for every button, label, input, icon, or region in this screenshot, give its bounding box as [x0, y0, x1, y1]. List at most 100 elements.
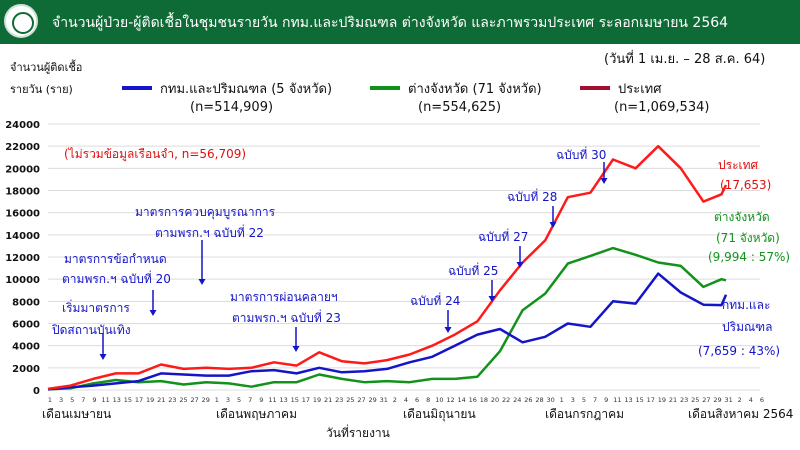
end-label-bangkok-2: ปริมณฑล — [722, 320, 773, 334]
month-label-june: เดือนมิถุนายน — [403, 407, 476, 421]
y-tick-label: 4000 — [12, 342, 40, 353]
arrow-head-icon — [292, 346, 300, 352]
annotation-decree-25: ฉบับที่ 25 — [448, 264, 499, 278]
x-tick-label: 29 — [368, 396, 376, 404]
annotation-entertainment-line2: ปิดสถานบันเทิง — [52, 323, 131, 337]
x-tick-label: 4 — [404, 396, 408, 404]
x-tick-label: 1 — [48, 396, 52, 404]
legend-n-provinces: (n=554,625) — [418, 100, 502, 115]
x-tick-label: 23 — [335, 396, 343, 404]
month-label-august: เดือนสิงหาคม 2564 — [688, 407, 794, 421]
x-tick-label: 19 — [146, 396, 154, 404]
end-value-country: (17,653) — [720, 178, 772, 192]
y-tick-label: 2000 — [12, 364, 40, 375]
end-value-bangkok: (7,659 : 43%) — [698, 344, 781, 358]
x-tick-label: 13 — [624, 396, 632, 404]
end-value-provinces: (9,994 : 57%) — [708, 250, 791, 264]
x-tick-label: 25 — [691, 396, 699, 404]
x-tick-label: 21 — [669, 396, 677, 404]
x-tick-label: 7 — [248, 396, 252, 404]
annotation-decree-23-line2: ตามพรก.ฯ ฉบับที่ 23 — [232, 311, 341, 325]
x-tick-label: 23 — [168, 396, 176, 404]
series-line-provinces — [47, 246, 727, 391]
annotation-entertainment-line1: เริ่มมาตรการ — [62, 301, 130, 315]
x-tick-label: 17 — [135, 396, 143, 404]
annotation-decree-23-line1: มาตรการผ่อนคลายฯ — [230, 290, 338, 304]
x-tick-label: 16 — [469, 396, 477, 404]
month-label-may: เดือนพฤษภาคม — [216, 407, 297, 421]
x-tick-label: 9 — [604, 396, 608, 404]
annotation-decree-28: ฉบับที่ 28 — [507, 190, 558, 204]
y-tick-label: 16000 — [5, 209, 40, 220]
x-tick-label: 21 — [324, 396, 332, 404]
x-tick-label: 4 — [749, 396, 753, 404]
arrow-head-icon — [149, 310, 157, 316]
legend-label-country: ประเทศ — [618, 82, 662, 97]
series-line-bangkok — [47, 272, 728, 391]
annotation-decree-22-line2: ตามพรก.ฯ ฉบับที่ 22 — [155, 226, 264, 240]
x-tick-label: 2 — [393, 396, 397, 404]
annotation-decree-24: ฉบับที่ 24 — [410, 294, 461, 308]
end-label-provinces-2: (71 จังหวัด) — [716, 231, 780, 245]
x-tick-label: 25 — [179, 396, 187, 404]
x-tick-label: 13 — [279, 396, 287, 404]
arrow-head-icon — [488, 296, 496, 302]
x-tick-label: 15 — [635, 396, 643, 404]
x-tick-label: 28 — [535, 396, 543, 404]
x-tick-label: 14 — [457, 396, 465, 404]
x-tick-label: 15 — [291, 396, 299, 404]
x-tick-label: 30 — [546, 396, 554, 404]
x-tick-label: 17 — [647, 396, 655, 404]
x-tick-label: 3 — [571, 396, 575, 404]
x-tick-label: 5 — [582, 396, 586, 404]
annotation-decree-27: ฉบับที่ 27 — [478, 230, 529, 244]
x-tick-label: 10 — [435, 396, 443, 404]
x-tick-label: 3 — [59, 396, 63, 404]
x-tick-label: 3 — [226, 396, 230, 404]
x-tick-label: 13 — [113, 396, 121, 404]
x-tick-label: 25 — [346, 396, 354, 404]
x-axis-label: วันที่รายงาน — [326, 426, 390, 440]
x-tick-label: 29 — [713, 396, 721, 404]
ministry-logo — [4, 4, 38, 38]
end-label-bangkok-1: กทม.และ — [722, 298, 771, 312]
x-tick-label: 17 — [302, 396, 310, 404]
x-tick-label: 7 — [593, 396, 597, 404]
x-tick-label: 29 — [202, 396, 210, 404]
legend-n-country: (n=1,069,534) — [614, 100, 710, 115]
month-label-july: เดือนกรกฎาคม — [545, 407, 625, 421]
x-tick-label: 15 — [124, 396, 132, 404]
legend-n-bangkok: (n=514,909) — [190, 100, 274, 115]
y-tick-label: 18000 — [5, 187, 40, 198]
arrow-head-icon — [549, 222, 557, 228]
x-tick-label: 27 — [357, 396, 365, 404]
y-axis-label-1: จำนวนผู้ติดเชื้อ — [10, 61, 83, 74]
y-tick-label: 0 — [33, 386, 40, 397]
annotation-decree-20-line2: ตามพรก.ฯ ฉบับที่ 20 — [62, 272, 171, 286]
y-tick-label: 22000 — [5, 142, 40, 153]
series-line-country — [47, 144, 728, 391]
x-tick-label: 8 — [426, 396, 430, 404]
x-tick-label: 5 — [237, 396, 241, 404]
annotation-decree-20-line1: มาตรการข้อกำหนด — [64, 252, 167, 266]
annotation-decree-30: ฉบับที่ 30 — [556, 148, 607, 162]
x-tick-label: 11 — [613, 396, 621, 404]
y-axis-label-2: รายวัน (ราย) — [10, 83, 73, 96]
x-tick-label: 6 — [760, 396, 764, 404]
legend-swatch-country — [580, 86, 610, 90]
y-tick-label: 10000 — [5, 275, 40, 286]
x-tick-label: 31 — [724, 396, 732, 404]
month-label-april: เดือนเมษายน — [42, 407, 112, 421]
arrow-head-icon — [516, 262, 524, 268]
x-tick-label: 6 — [415, 396, 419, 404]
x-tick-label: 7 — [81, 396, 85, 404]
x-tick-label: 9 — [92, 396, 96, 404]
arrow-head-icon — [444, 327, 452, 333]
x-tick-label: 18 — [480, 396, 488, 404]
x-tick-label: 31 — [380, 396, 388, 404]
end-label-provinces-1: ต่างจังหวัด — [714, 210, 770, 224]
y-tick-label: 8000 — [12, 297, 40, 308]
y-tick-label: 20000 — [5, 164, 40, 175]
arrow-head-icon — [99, 354, 107, 360]
